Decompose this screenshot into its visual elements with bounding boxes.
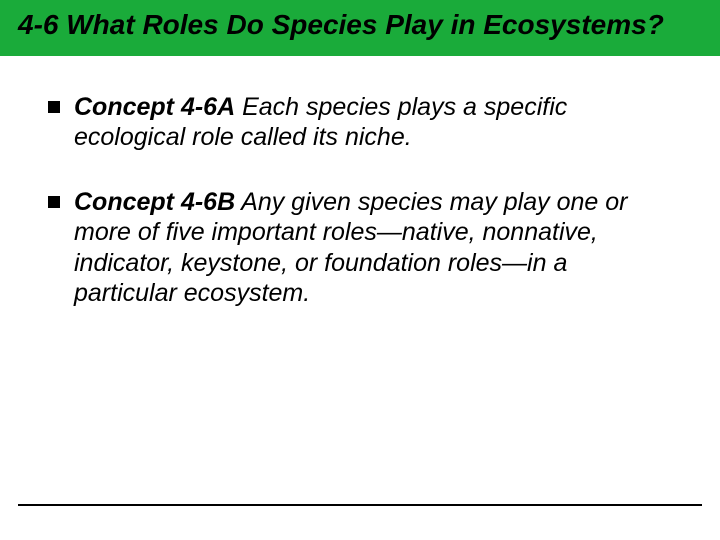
bullet-text: Concept 4-6B Any given species may play … <box>74 187 672 309</box>
concept-label: Concept 4-6B <box>74 188 235 216</box>
bullet-item: Concept 4-6A Each species plays a specif… <box>48 92 672 153</box>
square-bullet-icon <box>48 196 60 208</box>
header-band: 4-6 What Roles Do Species Play in Ecosys… <box>0 0 720 56</box>
bullet-text: Concept 4-6A Each species plays a specif… <box>74 92 672 153</box>
concept-label: Concept 4-6A <box>74 93 235 121</box>
slide-title: 4-6 What Roles Do Species Play in Ecosys… <box>18 8 702 42</box>
bullet-item: Concept 4-6B Any given species may play … <box>48 187 672 309</box>
bottom-divider <box>18 504 702 506</box>
content-area: Concept 4-6A Each species plays a specif… <box>0 56 720 309</box>
square-bullet-icon <box>48 101 60 113</box>
